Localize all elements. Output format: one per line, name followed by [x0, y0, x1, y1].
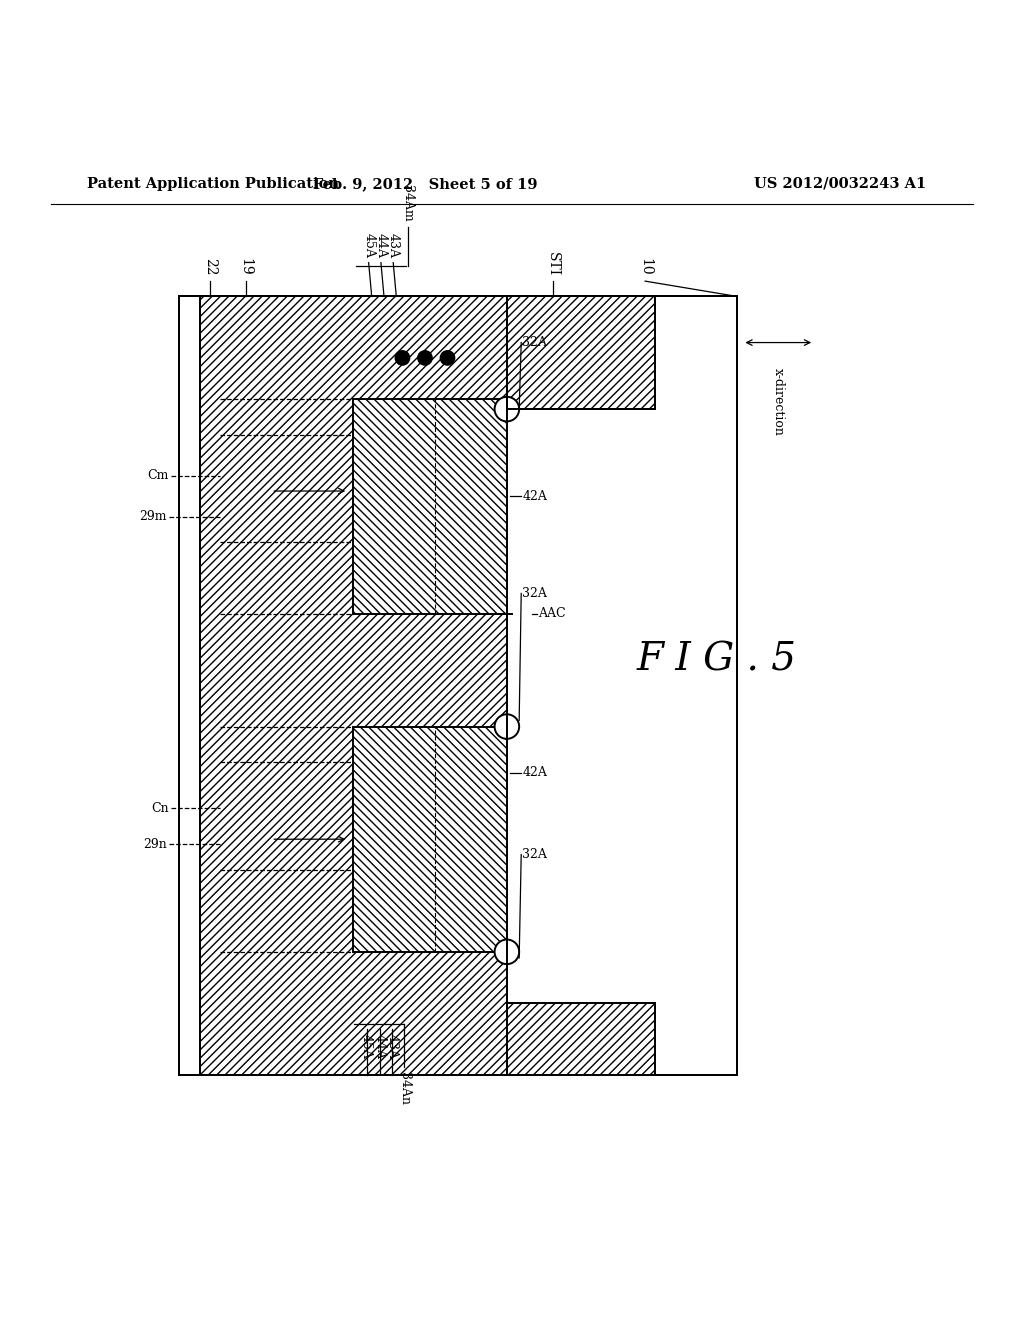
Circle shape	[418, 351, 432, 366]
Text: 34An: 34An	[398, 1072, 411, 1105]
Text: AAC: AAC	[538, 607, 565, 620]
Text: Patent Application Publication: Patent Application Publication	[87, 177, 339, 191]
Bar	[200, 297, 507, 1074]
Text: 32A: 32A	[522, 337, 547, 348]
Bar	[200, 297, 507, 1074]
Text: 42A: 42A	[522, 490, 547, 503]
Text: Feb. 9, 2012   Sheet 5 of 19: Feb. 9, 2012 Sheet 5 of 19	[312, 177, 538, 191]
Text: x-direction: x-direction	[772, 368, 784, 436]
Circle shape	[395, 351, 410, 366]
Text: 43A: 43A	[386, 1034, 398, 1059]
Text: 29m: 29m	[139, 510, 167, 523]
Bar	[507, 297, 655, 409]
Bar	[179, 297, 737, 1074]
Bar	[507, 1003, 655, 1074]
Circle shape	[495, 397, 519, 421]
Circle shape	[495, 714, 519, 739]
Circle shape	[495, 940, 519, 964]
Text: 22: 22	[203, 259, 217, 276]
Text: 32A: 32A	[522, 587, 547, 599]
Bar	[507, 1003, 655, 1074]
Text: 34Am: 34Am	[401, 185, 414, 222]
Text: 44A: 44A	[375, 232, 387, 257]
Bar	[507, 297, 655, 409]
Text: 44A: 44A	[374, 1034, 386, 1059]
Circle shape	[495, 940, 519, 964]
Text: Cm: Cm	[147, 469, 169, 482]
Text: 29n: 29n	[143, 838, 167, 851]
Text: 45A: 45A	[362, 232, 375, 257]
Bar	[353, 399, 507, 614]
Bar	[353, 726, 507, 952]
Text: F I G . 5: F I G . 5	[637, 642, 797, 678]
Text: 19: 19	[239, 259, 253, 276]
Circle shape	[495, 397, 519, 421]
Bar	[179, 297, 737, 1074]
Text: 42A: 42A	[522, 766, 547, 779]
Text: 43A: 43A	[387, 232, 399, 257]
Text: US 2012/0032243 A1: US 2012/0032243 A1	[754, 177, 926, 191]
Text: STI: STI	[546, 252, 560, 276]
Bar	[353, 726, 507, 952]
Text: Cn: Cn	[152, 803, 169, 814]
Text: 32A: 32A	[522, 847, 547, 861]
Bar	[200, 297, 507, 1074]
Text: 45A: 45A	[360, 1034, 373, 1059]
Circle shape	[440, 351, 455, 366]
Circle shape	[495, 714, 519, 739]
Bar	[507, 1003, 655, 1074]
Bar	[353, 399, 507, 614]
Text: 10: 10	[638, 259, 652, 276]
Bar	[507, 297, 655, 409]
